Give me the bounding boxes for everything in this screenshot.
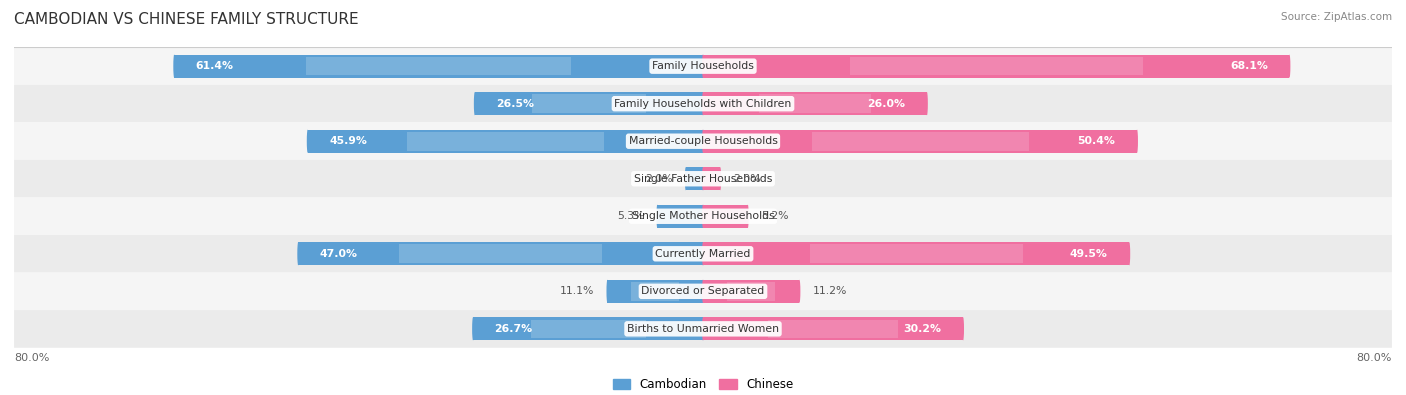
Bar: [530, 320, 645, 338]
Text: 2.0%: 2.0%: [645, 174, 673, 184]
Bar: [703, 242, 1129, 265]
FancyBboxPatch shape: [14, 160, 1392, 198]
Bar: [686, 167, 703, 190]
Ellipse shape: [474, 92, 475, 115]
Bar: [531, 94, 645, 113]
Text: 2.0%: 2.0%: [733, 174, 761, 184]
Text: 11.2%: 11.2%: [813, 286, 846, 296]
Text: Single Mother Households: Single Mother Households: [631, 211, 775, 221]
Ellipse shape: [720, 167, 721, 190]
Text: 26.7%: 26.7%: [495, 324, 533, 334]
Bar: [174, 55, 703, 78]
Ellipse shape: [962, 317, 965, 340]
Ellipse shape: [1136, 130, 1137, 153]
Text: Family Households with Children: Family Households with Children: [614, 99, 792, 109]
Ellipse shape: [173, 55, 176, 78]
Bar: [768, 320, 898, 338]
Text: 80.0%: 80.0%: [1357, 353, 1392, 363]
Bar: [475, 92, 703, 115]
Ellipse shape: [702, 55, 704, 78]
Bar: [406, 132, 605, 150]
Bar: [472, 317, 703, 340]
Bar: [703, 92, 927, 115]
Bar: [631, 282, 679, 301]
Text: 50.4%: 50.4%: [1077, 136, 1115, 146]
Bar: [703, 130, 1137, 153]
Text: 61.4%: 61.4%: [195, 61, 233, 71]
Bar: [399, 245, 602, 263]
FancyBboxPatch shape: [14, 122, 1392, 160]
Bar: [703, 280, 800, 303]
FancyBboxPatch shape: [14, 273, 1392, 310]
Ellipse shape: [927, 92, 928, 115]
FancyBboxPatch shape: [14, 198, 1392, 235]
Bar: [810, 245, 1022, 263]
Ellipse shape: [702, 242, 704, 265]
Text: 5.3%: 5.3%: [617, 211, 644, 221]
Ellipse shape: [702, 242, 704, 265]
Ellipse shape: [702, 167, 704, 190]
Bar: [658, 205, 703, 228]
Text: Currently Married: Currently Married: [655, 249, 751, 259]
FancyBboxPatch shape: [14, 235, 1392, 273]
Text: 5.2%: 5.2%: [761, 211, 789, 221]
FancyBboxPatch shape: [14, 310, 1392, 348]
FancyBboxPatch shape: [14, 85, 1392, 122]
Ellipse shape: [702, 317, 704, 340]
Text: 11.1%: 11.1%: [560, 286, 595, 296]
Ellipse shape: [307, 130, 309, 153]
Bar: [703, 205, 748, 228]
Ellipse shape: [606, 280, 609, 303]
Text: Divorced or Separated: Divorced or Separated: [641, 286, 765, 296]
Bar: [298, 242, 703, 265]
Legend: Cambodian, Chinese: Cambodian, Chinese: [607, 373, 799, 395]
Ellipse shape: [685, 167, 686, 190]
Ellipse shape: [702, 130, 704, 153]
Text: Births to Unmarried Women: Births to Unmarried Women: [627, 324, 779, 334]
Bar: [811, 132, 1029, 150]
Ellipse shape: [702, 130, 704, 153]
Text: 26.5%: 26.5%: [496, 99, 534, 109]
Text: 30.2%: 30.2%: [904, 324, 942, 334]
Bar: [308, 130, 703, 153]
Bar: [307, 57, 571, 75]
Text: 68.1%: 68.1%: [1230, 61, 1268, 71]
Ellipse shape: [702, 280, 704, 303]
Text: Married-couple Households: Married-couple Households: [628, 136, 778, 146]
Ellipse shape: [747, 205, 749, 228]
Ellipse shape: [1288, 55, 1291, 78]
Ellipse shape: [702, 92, 704, 115]
Bar: [759, 94, 870, 113]
Bar: [703, 317, 963, 340]
Ellipse shape: [702, 55, 704, 78]
Bar: [607, 280, 703, 303]
Text: CAMBODIAN VS CHINESE FAMILY STRUCTURE: CAMBODIAN VS CHINESE FAMILY STRUCTURE: [14, 12, 359, 27]
Bar: [727, 282, 775, 301]
Text: 49.5%: 49.5%: [1070, 249, 1108, 259]
Text: Family Households: Family Households: [652, 61, 754, 71]
Ellipse shape: [657, 205, 658, 228]
Ellipse shape: [472, 317, 474, 340]
Ellipse shape: [1129, 242, 1130, 265]
Ellipse shape: [702, 167, 704, 190]
Text: Source: ZipAtlas.com: Source: ZipAtlas.com: [1281, 12, 1392, 22]
Text: 45.9%: 45.9%: [329, 136, 367, 146]
Text: 26.0%: 26.0%: [868, 99, 905, 109]
Ellipse shape: [702, 205, 704, 228]
Bar: [703, 167, 720, 190]
Ellipse shape: [702, 205, 704, 228]
Bar: [849, 57, 1143, 75]
Ellipse shape: [702, 280, 704, 303]
Bar: [703, 55, 1289, 78]
Ellipse shape: [799, 280, 800, 303]
Ellipse shape: [297, 242, 299, 265]
Text: 47.0%: 47.0%: [319, 249, 357, 259]
FancyBboxPatch shape: [14, 47, 1392, 85]
Text: 80.0%: 80.0%: [14, 353, 49, 363]
Ellipse shape: [702, 92, 704, 115]
Ellipse shape: [702, 317, 704, 340]
Text: Single Father Households: Single Father Households: [634, 174, 772, 184]
